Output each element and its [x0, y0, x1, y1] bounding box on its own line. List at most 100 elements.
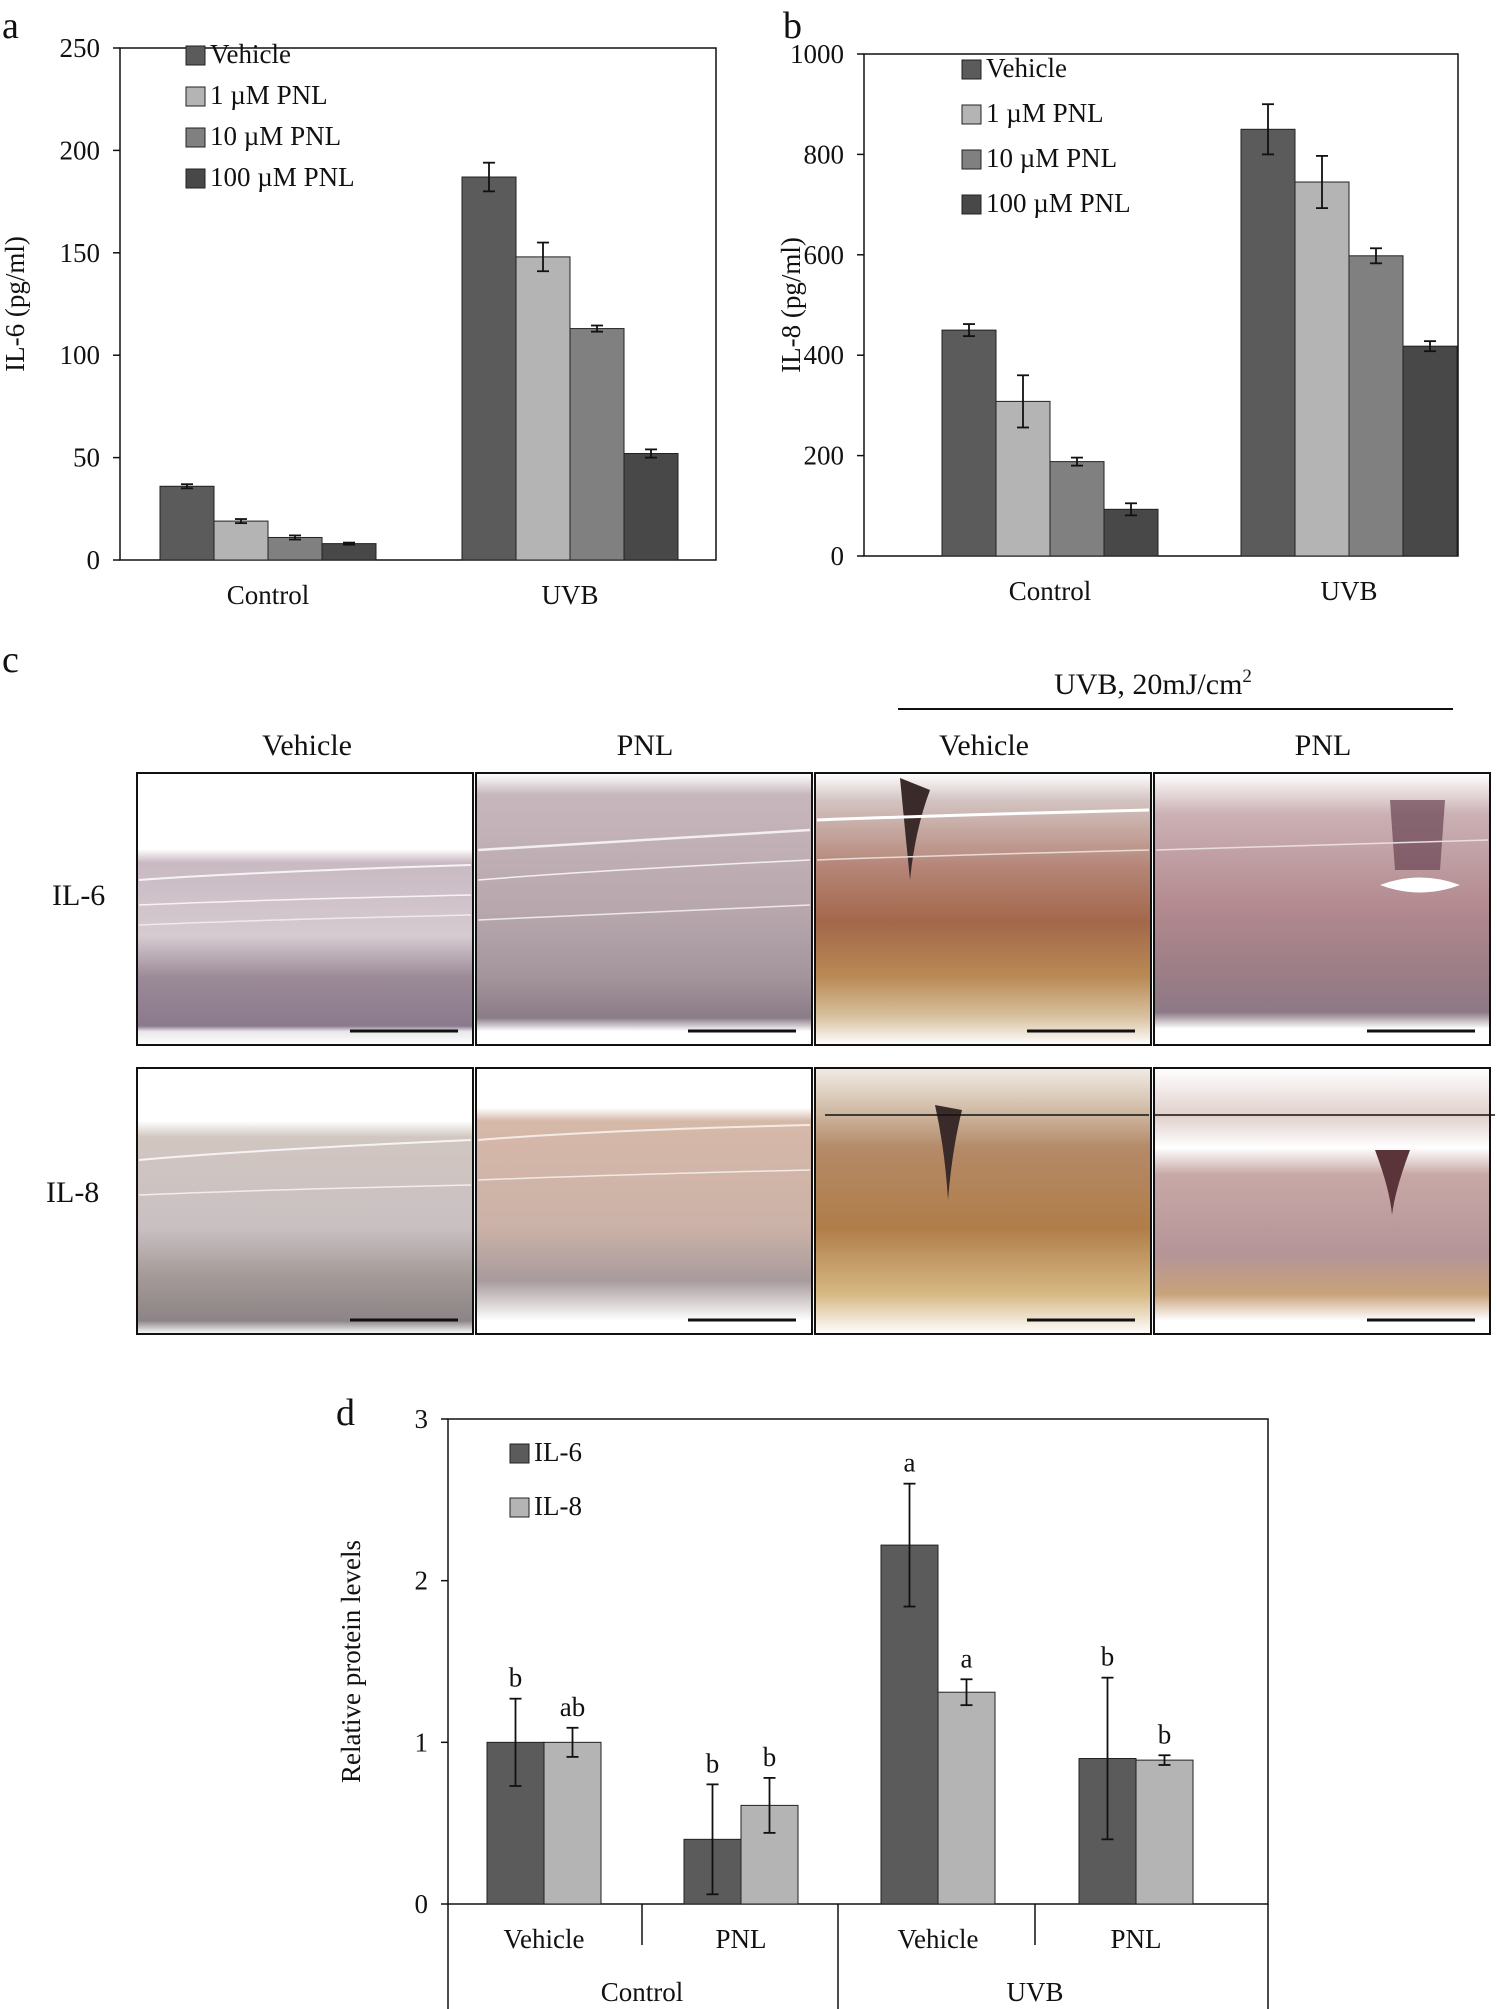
chart-d-significance-letter: b	[763, 1742, 777, 1772]
chart-a-ytick-label: 0	[87, 545, 101, 575]
chart-d-legend-swatch	[509, 1443, 530, 1464]
micrograph-panel: UVB, 20mJ/cm2 Vehicle PNL Vehicle PNL IL…	[46, 666, 1495, 1335]
panel-label-d: d	[336, 1392, 355, 1434]
micrograph-il6-uvb-vehicle	[814, 772, 1152, 1046]
chart-d-group-label: UVB	[1006, 1977, 1063, 2007]
chart-a-legend-label: 1 µM PNL	[210, 80, 328, 110]
chart-b-plot-frame	[863, 53, 1459, 557]
chart-a-ytick-label: 200	[60, 135, 101, 165]
chart-b-il8-elisa: 0 200 400 600 800 1000 IL-8 (pg/ml) Vehicle 1 µM…	[776, 39, 1459, 606]
chart-d-ytick-label: 1	[415, 1727, 429, 1757]
chart-d-bar	[1135, 1759, 1194, 1905]
chart-a-bar	[515, 256, 571, 561]
chart-a-legend-label: 100 µM PNL	[210, 162, 355, 192]
chart-d-significance-letter: b	[706, 1748, 720, 1778]
micrograph-il6-uvb-pnl	[1153, 772, 1491, 1046]
chart-b-legend-label: 10 µM PNL	[986, 143, 1117, 173]
chart-a-bar	[569, 328, 625, 561]
micrograph-il8-uvb-vehicle	[814, 1067, 1152, 1335]
chart-b-legend-label: 1 µM PNL	[986, 98, 1104, 128]
micrograph-il6-vehicle	[136, 772, 474, 1046]
panel-label-b: b	[783, 5, 802, 47]
chart-d-category-label: PNL	[715, 1924, 766, 1954]
chart-d-significance-letter: b	[1158, 1719, 1172, 1749]
chart-b-legend-swatch	[961, 104, 982, 125]
chart-a-ytick-label: 250	[60, 33, 101, 63]
chart-b-bar	[1402, 345, 1458, 557]
chart-b-ytick-label: 200	[804, 441, 845, 471]
column-label-uvb-vehicle: Vehicle	[939, 729, 1029, 762]
chart-b-ytick-label: 0	[831, 541, 845, 571]
chart-b-bar	[1348, 255, 1404, 557]
chart-d-significance-letter: b	[509, 1663, 523, 1693]
chart-d-legend-label: IL-6	[534, 1437, 582, 1467]
chart-a-legend-swatch	[185, 45, 206, 66]
chart-b-bar	[941, 329, 997, 557]
row-label-il8: IL-8	[46, 1176, 99, 1209]
column-label-vehicle: Vehicle	[262, 729, 352, 762]
chart-a-legend-swatch	[185, 127, 206, 148]
chart-a-bar	[213, 520, 269, 561]
chart-d-ytick-label: 0	[415, 1889, 429, 1919]
chart-d-group-label: Control	[601, 1977, 684, 2007]
chart-a-ytick-label: 100	[60, 340, 101, 370]
chart-b-legend-swatch	[961, 59, 982, 80]
chart-d-legend-label: IL-8	[534, 1491, 582, 1521]
panel-label-a: a	[2, 5, 19, 47]
chart-a-bar	[321, 543, 377, 561]
chart-a-plot-frame	[119, 47, 717, 561]
chart-d-legend-swatch	[509, 1497, 530, 1518]
chart-b-ytick-label: 800	[804, 139, 845, 169]
chart-a-ytick-label: 150	[60, 238, 101, 268]
micrograph-il8-pnl	[475, 1067, 813, 1335]
chart-a-bar	[159, 485, 215, 561]
chart-b-bar	[1049, 461, 1105, 557]
chart-b-ytick-label: 1000	[790, 39, 844, 69]
chart-b-legend-swatch	[961, 149, 982, 170]
chart-a-bar	[461, 176, 517, 561]
chart-a-il6-elisa: 0 50 100 150 200 250 IL-6 (pg/ml) Vehicle 1 µM P…	[0, 33, 717, 610]
row-label-il6: IL-6	[52, 879, 105, 912]
chart-b-bar	[1103, 508, 1159, 557]
chart-b-ytick-label: 400	[804, 340, 845, 370]
chart-a-legend-swatch	[185, 86, 206, 107]
column-label-pnl: PNL	[617, 729, 674, 762]
chart-d-category-label: Vehicle	[504, 1924, 585, 1954]
panel-label-c: c	[2, 639, 19, 681]
chart-d-plot-frame	[447, 1418, 1269, 1905]
chart-a-category-label: UVB	[541, 580, 598, 610]
chart-d-significance-letter: b	[1101, 1642, 1115, 1672]
chart-a-y-axis-label: IL-6 (pg/ml)	[0, 236, 30, 372]
chart-b-category-label: Control	[1009, 576, 1092, 606]
chart-a-category-label: Control	[227, 580, 310, 610]
chart-d-ytick-label: 3	[415, 1404, 429, 1434]
chart-b-category-label: UVB	[1320, 576, 1377, 606]
chart-b-legend-label: 100 µM PNL	[986, 188, 1131, 218]
chart-a-bar	[267, 536, 323, 561]
chart-a-ytick-label: 50	[73, 443, 100, 473]
chart-d-bar	[937, 1691, 996, 1905]
chart-b-y-axis-label: IL-8 (pg/ml)	[776, 237, 806, 373]
chart-d-category-label: PNL	[1110, 1924, 1161, 1954]
chart-d-ytick-label: 2	[415, 1566, 429, 1596]
chart-b-bar	[1240, 128, 1296, 557]
chart-b-legend-swatch	[961, 194, 982, 215]
micrograph-il6-pnl	[475, 772, 813, 1046]
chart-d-significance-letter: a	[961, 1643, 973, 1673]
chart-b-bar	[1294, 181, 1350, 557]
chart-d-significance-letter: a	[904, 1448, 916, 1478]
column-label-uvb-pnl: PNL	[1295, 729, 1352, 762]
chart-a-legend-label: 10 µM PNL	[210, 121, 341, 151]
chart-b-ytick-label: 600	[804, 240, 845, 270]
micrograph-il8-uvb-pnl	[1153, 1067, 1495, 1335]
chart-a-legend-label: Vehicle	[210, 39, 291, 69]
micrograph-il8-vehicle	[136, 1067, 474, 1335]
chart-b-legend-label: Vehicle	[986, 53, 1067, 83]
chart-d-significance-letter: ab	[560, 1692, 585, 1722]
chart-a-legend-swatch	[185, 168, 206, 189]
chart-d-y-axis-label: Relative protein levels	[336, 1540, 366, 1783]
chart-d-category-label: Vehicle	[898, 1924, 979, 1954]
uvb-dose-header: UVB, 20mJ/cm2	[1054, 666, 1252, 701]
